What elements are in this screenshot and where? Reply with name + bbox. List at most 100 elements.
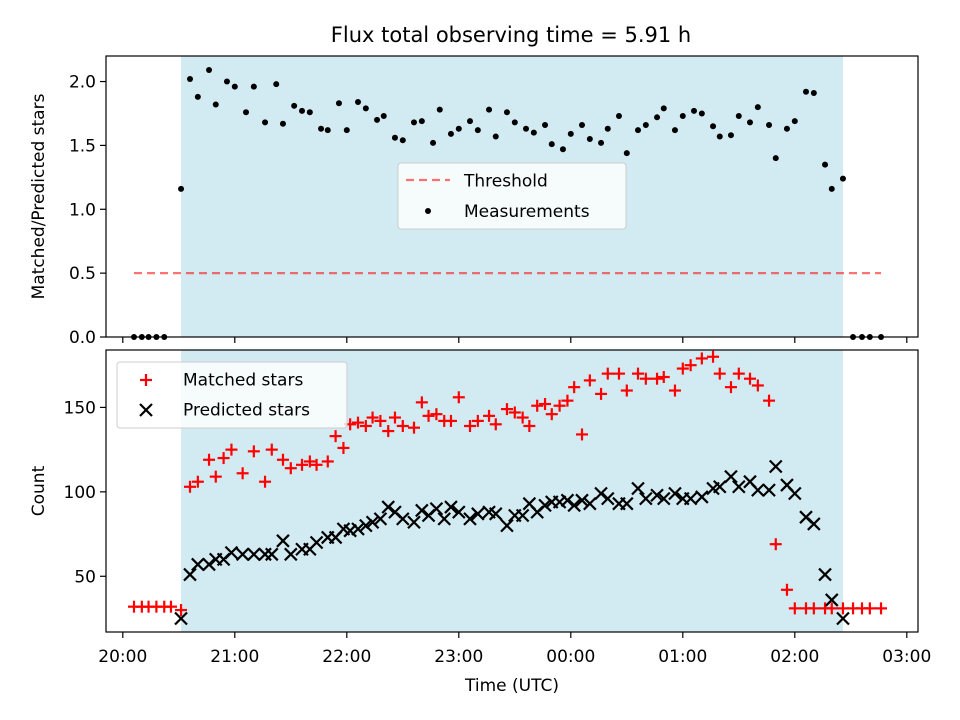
matched-star-point — [724, 381, 737, 394]
x-tick-label: 03:00 — [882, 647, 931, 667]
matched-star-point — [359, 419, 372, 432]
matched-star-point — [247, 445, 260, 458]
predicted-star-point — [600, 491, 615, 506]
measurement-point — [212, 101, 219, 108]
measurement-point — [716, 133, 723, 140]
legend-threshold-label: Threshold — [463, 172, 548, 192]
matched-star-point — [545, 408, 558, 421]
measurement-point — [822, 161, 829, 168]
matched-star-point — [259, 475, 272, 488]
predicted-star-point — [247, 547, 261, 562]
matched-star-point — [471, 414, 484, 427]
matched-star-point — [612, 367, 625, 380]
x-tick-label: 02:00 — [770, 647, 819, 667]
measurement-point — [418, 118, 425, 125]
matched-star-point — [236, 467, 249, 480]
predicted-star-point — [695, 490, 709, 504]
measurement-point — [660, 105, 667, 112]
predicted-star-point — [538, 498, 552, 513]
matched-star-point — [568, 381, 581, 394]
matched-star-point — [620, 384, 633, 397]
matched-star-point — [632, 367, 644, 380]
legend-measurements-swatch — [425, 208, 431, 214]
matched-star-point — [303, 455, 316, 468]
y-tick-label: 150 — [64, 398, 96, 418]
matched-star-point — [321, 455, 334, 468]
measurement-point — [391, 134, 398, 141]
predicted-star-point — [594, 486, 608, 501]
measurement-point — [754, 104, 761, 111]
measurement-point — [223, 78, 230, 85]
matched-star-point — [203, 453, 216, 466]
measurement-point — [455, 125, 462, 132]
measurement-point — [279, 120, 286, 127]
matched-star-point — [595, 387, 608, 400]
matched-star-point — [639, 372, 652, 385]
count-legend: Matched stars Predicted stars — [116, 361, 348, 429]
matched-star-point — [500, 403, 513, 416]
matched-star-point — [191, 475, 204, 488]
predicted-star-point — [351, 522, 365, 536]
matched-star-point — [265, 443, 278, 456]
measurement-point — [791, 118, 798, 125]
matched-star-point — [836, 602, 849, 615]
predicted-star-point — [415, 503, 429, 518]
matched-star-point — [489, 418, 502, 431]
predicted-star-point — [365, 515, 380, 530]
predicted-star-point — [373, 512, 388, 526]
matched-star-point — [430, 408, 443, 421]
predicted-star-point — [836, 611, 850, 626]
legend-matched-swatch — [140, 374, 152, 386]
matched-star-point — [276, 453, 289, 466]
predicted-star-point — [732, 480, 746, 494]
measurement-point — [187, 75, 193, 82]
matched-star-point — [452, 391, 465, 404]
matched-star-point — [561, 394, 574, 407]
matched-star-point — [713, 367, 726, 380]
measurement-point — [486, 106, 493, 113]
predicted-star-point — [656, 491, 671, 506]
measurement-point — [467, 118, 473, 125]
measurement-point — [523, 125, 529, 132]
measurement-point — [710, 123, 717, 130]
measurement-point — [447, 130, 454, 137]
predicted-star-point — [191, 557, 205, 572]
predicted-star-point — [824, 593, 839, 607]
y-tick-label: 100 — [64, 483, 96, 503]
measurement-point — [411, 119, 417, 126]
measurement-point — [530, 129, 537, 136]
time-x-axis-label: Time (UTC) — [464, 676, 559, 696]
predicted-star-point — [515, 508, 530, 523]
measurement-point — [355, 98, 361, 105]
x-tick-label: 21:00 — [210, 647, 259, 667]
predicted-star-point — [631, 481, 645, 496]
measurement-point — [615, 113, 622, 120]
measurement-point — [727, 132, 734, 139]
matched-star-point — [366, 411, 379, 424]
measurement-point — [698, 110, 705, 117]
predicted-star-point — [650, 488, 664, 502]
count-legend-box — [116, 361, 348, 429]
ratio-y-ticks: 0.0 0.5 1.0 1.5 2.0 — [69, 73, 106, 348]
measurement-point — [691, 107, 697, 114]
measurement-point — [178, 185, 185, 192]
measurement-point — [635, 127, 641, 134]
predicted-star-point — [620, 496, 634, 511]
matched-star-point — [382, 425, 395, 438]
matched-star-point — [668, 384, 681, 397]
predicted-star-point — [683, 491, 698, 506]
predicted-star-point — [276, 534, 290, 548]
measurement-point — [380, 113, 387, 120]
measurement-point — [828, 185, 835, 192]
matched-star-point — [422, 409, 435, 422]
matched-star-point — [657, 371, 670, 384]
predicted-star-point — [437, 512, 452, 526]
measurement-point — [291, 102, 298, 109]
measurement-point — [567, 130, 574, 137]
measurement-point — [492, 133, 499, 140]
matched-star-point — [807, 602, 820, 615]
predicted-star-point — [560, 493, 575, 508]
predicted-star-point — [224, 545, 239, 560]
measurement-points — [131, 67, 885, 340]
measurement-point — [623, 150, 630, 157]
